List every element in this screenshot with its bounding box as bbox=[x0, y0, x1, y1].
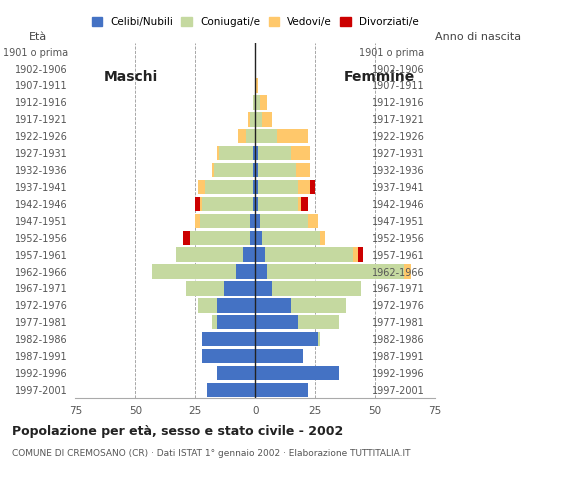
Bar bbox=[291, 146, 310, 160]
Bar bbox=[272, 281, 361, 296]
Bar bbox=[358, 248, 363, 262]
Bar bbox=[198, 298, 217, 312]
Bar bbox=[200, 197, 202, 211]
Legend: Celibi/Nubili, Coniugati/e, Vedovi/e, Divorziati/e: Celibi/Nubili, Coniugati/e, Vedovi/e, Di… bbox=[92, 17, 419, 27]
Bar bbox=[255, 264, 267, 279]
Bar bbox=[217, 315, 255, 329]
Bar bbox=[202, 197, 253, 211]
Bar bbox=[317, 332, 320, 347]
Bar bbox=[202, 332, 255, 347]
Bar bbox=[255, 383, 308, 397]
Bar bbox=[207, 383, 255, 397]
Bar bbox=[195, 197, 200, 211]
Bar bbox=[212, 163, 215, 177]
Text: COMUNE DI CREMOSANO (CR) · Dati ISTAT 1° gennaio 2002 · Elaborazione TUTTITALIA.: COMUNE DI CREMOSANO (CR) · Dati ISTAT 1°… bbox=[12, 449, 410, 458]
Bar bbox=[258, 163, 296, 177]
Bar bbox=[258, 180, 298, 194]
Bar bbox=[296, 163, 310, 177]
Bar bbox=[255, 315, 298, 329]
Bar bbox=[258, 197, 298, 211]
Bar bbox=[255, 214, 260, 228]
Bar bbox=[190, 230, 251, 245]
Bar bbox=[245, 129, 255, 144]
Bar bbox=[260, 95, 267, 109]
Bar bbox=[215, 163, 253, 177]
Bar bbox=[255, 248, 265, 262]
Bar bbox=[255, 298, 291, 312]
Text: Femmine: Femmine bbox=[345, 70, 415, 84]
Bar bbox=[262, 112, 272, 127]
Bar bbox=[258, 146, 291, 160]
Bar bbox=[253, 146, 255, 160]
Bar bbox=[217, 366, 255, 380]
Bar bbox=[301, 197, 308, 211]
Bar bbox=[298, 315, 339, 329]
Bar bbox=[255, 95, 260, 109]
Bar bbox=[253, 163, 255, 177]
Bar bbox=[251, 112, 255, 127]
Bar bbox=[308, 214, 317, 228]
Text: Maschi: Maschi bbox=[103, 70, 158, 84]
Bar bbox=[176, 248, 243, 262]
Bar bbox=[255, 163, 258, 177]
Bar bbox=[255, 332, 317, 347]
Bar bbox=[255, 366, 339, 380]
Bar bbox=[255, 197, 258, 211]
Text: Età: Età bbox=[28, 33, 47, 43]
Bar bbox=[217, 298, 255, 312]
Bar bbox=[186, 281, 224, 296]
Bar bbox=[310, 180, 315, 194]
Bar bbox=[298, 180, 310, 194]
Text: Anno di nascita: Anno di nascita bbox=[435, 33, 521, 43]
Bar bbox=[248, 112, 251, 127]
Bar bbox=[251, 214, 255, 228]
Bar bbox=[277, 129, 308, 144]
Bar bbox=[255, 129, 277, 144]
Bar bbox=[152, 264, 236, 279]
Bar bbox=[238, 129, 245, 144]
Bar bbox=[202, 349, 255, 363]
Bar bbox=[353, 248, 358, 262]
Bar bbox=[320, 230, 325, 245]
Text: Popolazione per età, sesso e stato civile - 2002: Popolazione per età, sesso e stato civil… bbox=[12, 425, 343, 438]
Bar bbox=[198, 180, 205, 194]
Bar bbox=[265, 248, 353, 262]
Bar bbox=[404, 264, 411, 279]
Bar bbox=[224, 281, 255, 296]
Bar bbox=[183, 230, 190, 245]
Bar bbox=[255, 281, 272, 296]
Bar bbox=[255, 146, 258, 160]
Bar bbox=[253, 95, 255, 109]
Bar bbox=[255, 112, 262, 127]
Bar bbox=[255, 230, 262, 245]
Bar bbox=[255, 78, 258, 93]
Bar bbox=[205, 180, 253, 194]
Bar bbox=[219, 146, 253, 160]
Bar bbox=[212, 315, 217, 329]
Bar bbox=[253, 197, 255, 211]
Bar bbox=[255, 349, 303, 363]
Bar bbox=[200, 214, 251, 228]
Bar bbox=[267, 264, 404, 279]
Bar bbox=[253, 180, 255, 194]
Bar bbox=[217, 146, 219, 160]
Bar bbox=[243, 248, 255, 262]
Bar bbox=[236, 264, 255, 279]
Bar bbox=[298, 197, 301, 211]
Bar bbox=[251, 230, 255, 245]
Bar bbox=[262, 230, 320, 245]
Bar bbox=[195, 214, 200, 228]
Bar bbox=[255, 180, 258, 194]
Bar bbox=[260, 214, 308, 228]
Bar bbox=[291, 298, 346, 312]
